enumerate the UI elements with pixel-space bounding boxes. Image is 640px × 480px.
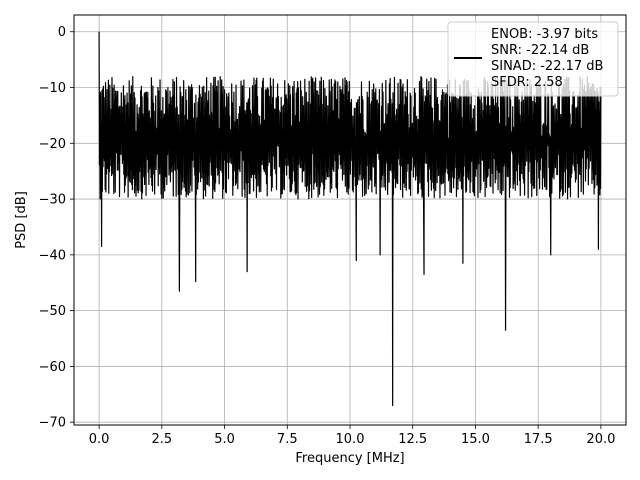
legend: ENOB: -3.97 bits SNR: -22.14 dB SINAD: -… — [447, 21, 619, 97]
legend-sinad: SINAD: -22.17 dB — [491, 59, 603, 74]
x-tick-label: 20.0 — [586, 432, 615, 447]
x-tick-label: 10.0 — [336, 432, 365, 447]
x-tick-label: 12.5 — [398, 432, 427, 447]
y-axis-ticks: 0 −10 −20 −30 −40 −50 −60 −70 — [39, 25, 74, 431]
legend-snr: SNR: -22.14 dB — [491, 43, 589, 58]
psd-line — [98, 31, 602, 407]
y-tick-label: −40 — [39, 248, 66, 263]
psd-series — [98, 31, 602, 407]
y-tick-label: −30 — [39, 193, 66, 208]
x-tick-label: 0.0 — [89, 432, 110, 447]
x-tick-label: 5.0 — [214, 432, 235, 447]
y-axis-label: PSD [dB] — [14, 191, 29, 249]
legend-box — [447, 21, 619, 97]
y-tick-label: −50 — [39, 304, 66, 319]
x-axis-label: Frequency [MHz] — [295, 451, 404, 466]
y-tick-label: −10 — [39, 81, 66, 96]
legend-enob: ENOB: -3.97 bits — [491, 27, 598, 42]
x-tick-label: 2.5 — [151, 432, 172, 447]
legend-sfdr: SFDR: 2.58 — [491, 75, 563, 90]
y-tick-label: 0 — [58, 25, 66, 40]
x-tick-label: 7.5 — [277, 432, 298, 447]
x-tick-label: 17.5 — [524, 432, 553, 447]
x-tick-label: 15.0 — [461, 432, 490, 447]
y-tick-label: −70 — [39, 416, 66, 431]
y-tick-label: −60 — [39, 360, 66, 375]
x-axis-ticks: 0.0 2.5 5.0 7.5 10.0 12.5 15.0 17.5 20.0 — [89, 425, 615, 447]
y-tick-label: −20 — [39, 137, 66, 152]
